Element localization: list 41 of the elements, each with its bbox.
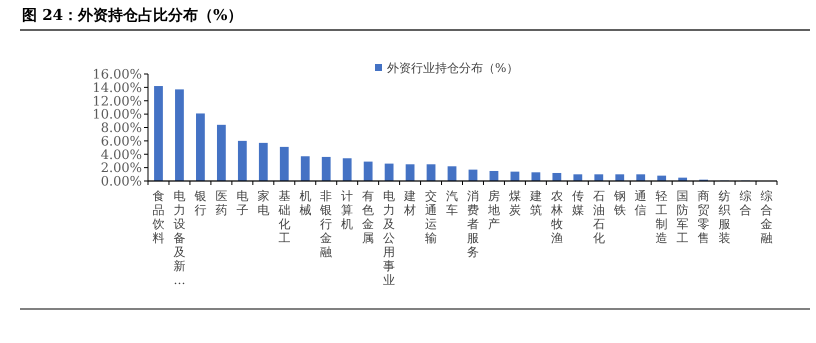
x-tick-label: 消费者服务 — [466, 189, 479, 259]
x-tick-label: 商贸零售 — [698, 189, 710, 245]
x-tick-label: 钢铁 — [612, 189, 626, 217]
y-tick-label: 6.00% — [100, 134, 142, 150]
x-tick-label: 石油石化 — [592, 189, 605, 245]
x-tick-label: 煤炭 — [508, 189, 521, 217]
x-tick-label: 纺织服装 — [718, 189, 731, 245]
x-tick-label: 建材 — [403, 189, 416, 217]
x-tick-label: 轻工制造 — [656, 189, 668, 245]
y-tick-label: 14.00% — [92, 80, 142, 96]
x-tick-label: 国防军工 — [676, 189, 689, 245]
y-tick-label: 2.00% — [100, 161, 142, 176]
chart-title: 图 24：外资持仓占比分布（%） — [22, 6, 242, 24]
y-tick-label: 16.00% — [92, 68, 142, 82]
x-tick-label: 电力及公用事业 — [383, 189, 396, 287]
x-tick-label: 计算机 — [341, 189, 354, 231]
x-tick-label: 医药 — [215, 189, 228, 217]
x-tick-label: 机械 — [299, 189, 312, 217]
x-tick-label: 银行 — [193, 189, 206, 217]
x-tick-label: 房地产 — [486, 189, 500, 231]
y-tick-label: 10.00% — [92, 108, 142, 123]
x-tick-label: 食品饮料 — [151, 189, 164, 245]
y-tick-label: 0.00% — [100, 174, 142, 190]
y-tick-label: 12.00% — [92, 94, 142, 110]
x-tick-label: 电力设备及新… — [173, 189, 186, 287]
x-tick-label: 通信 — [634, 189, 647, 217]
x-tick-label: 基础化工 — [277, 189, 290, 245]
x-tick-label: 综合金融 — [760, 189, 773, 245]
y-tick-label: 8.00% — [100, 121, 142, 136]
x-tick-label: 非银行金融 — [319, 189, 332, 259]
y-tick-label: 4.00% — [100, 148, 142, 163]
x-tick-label: 农林牧渔 — [550, 189, 563, 245]
x-tick-label: 综合 — [740, 189, 752, 217]
x-tick-label: 汽车 — [446, 189, 458, 217]
x-tick-label: 家电 — [257, 189, 270, 217]
x-tick-label: 交通运输 — [425, 189, 438, 245]
x-tick-label: 传媒 — [572, 189, 584, 217]
x-tick-label: 有色金属 — [362, 189, 374, 245]
legend: 外资行业持仓分布（%） — [375, 61, 518, 75]
x-tick-label: 建筑 — [528, 189, 542, 217]
x-tick-label: 电子 — [236, 189, 248, 217]
